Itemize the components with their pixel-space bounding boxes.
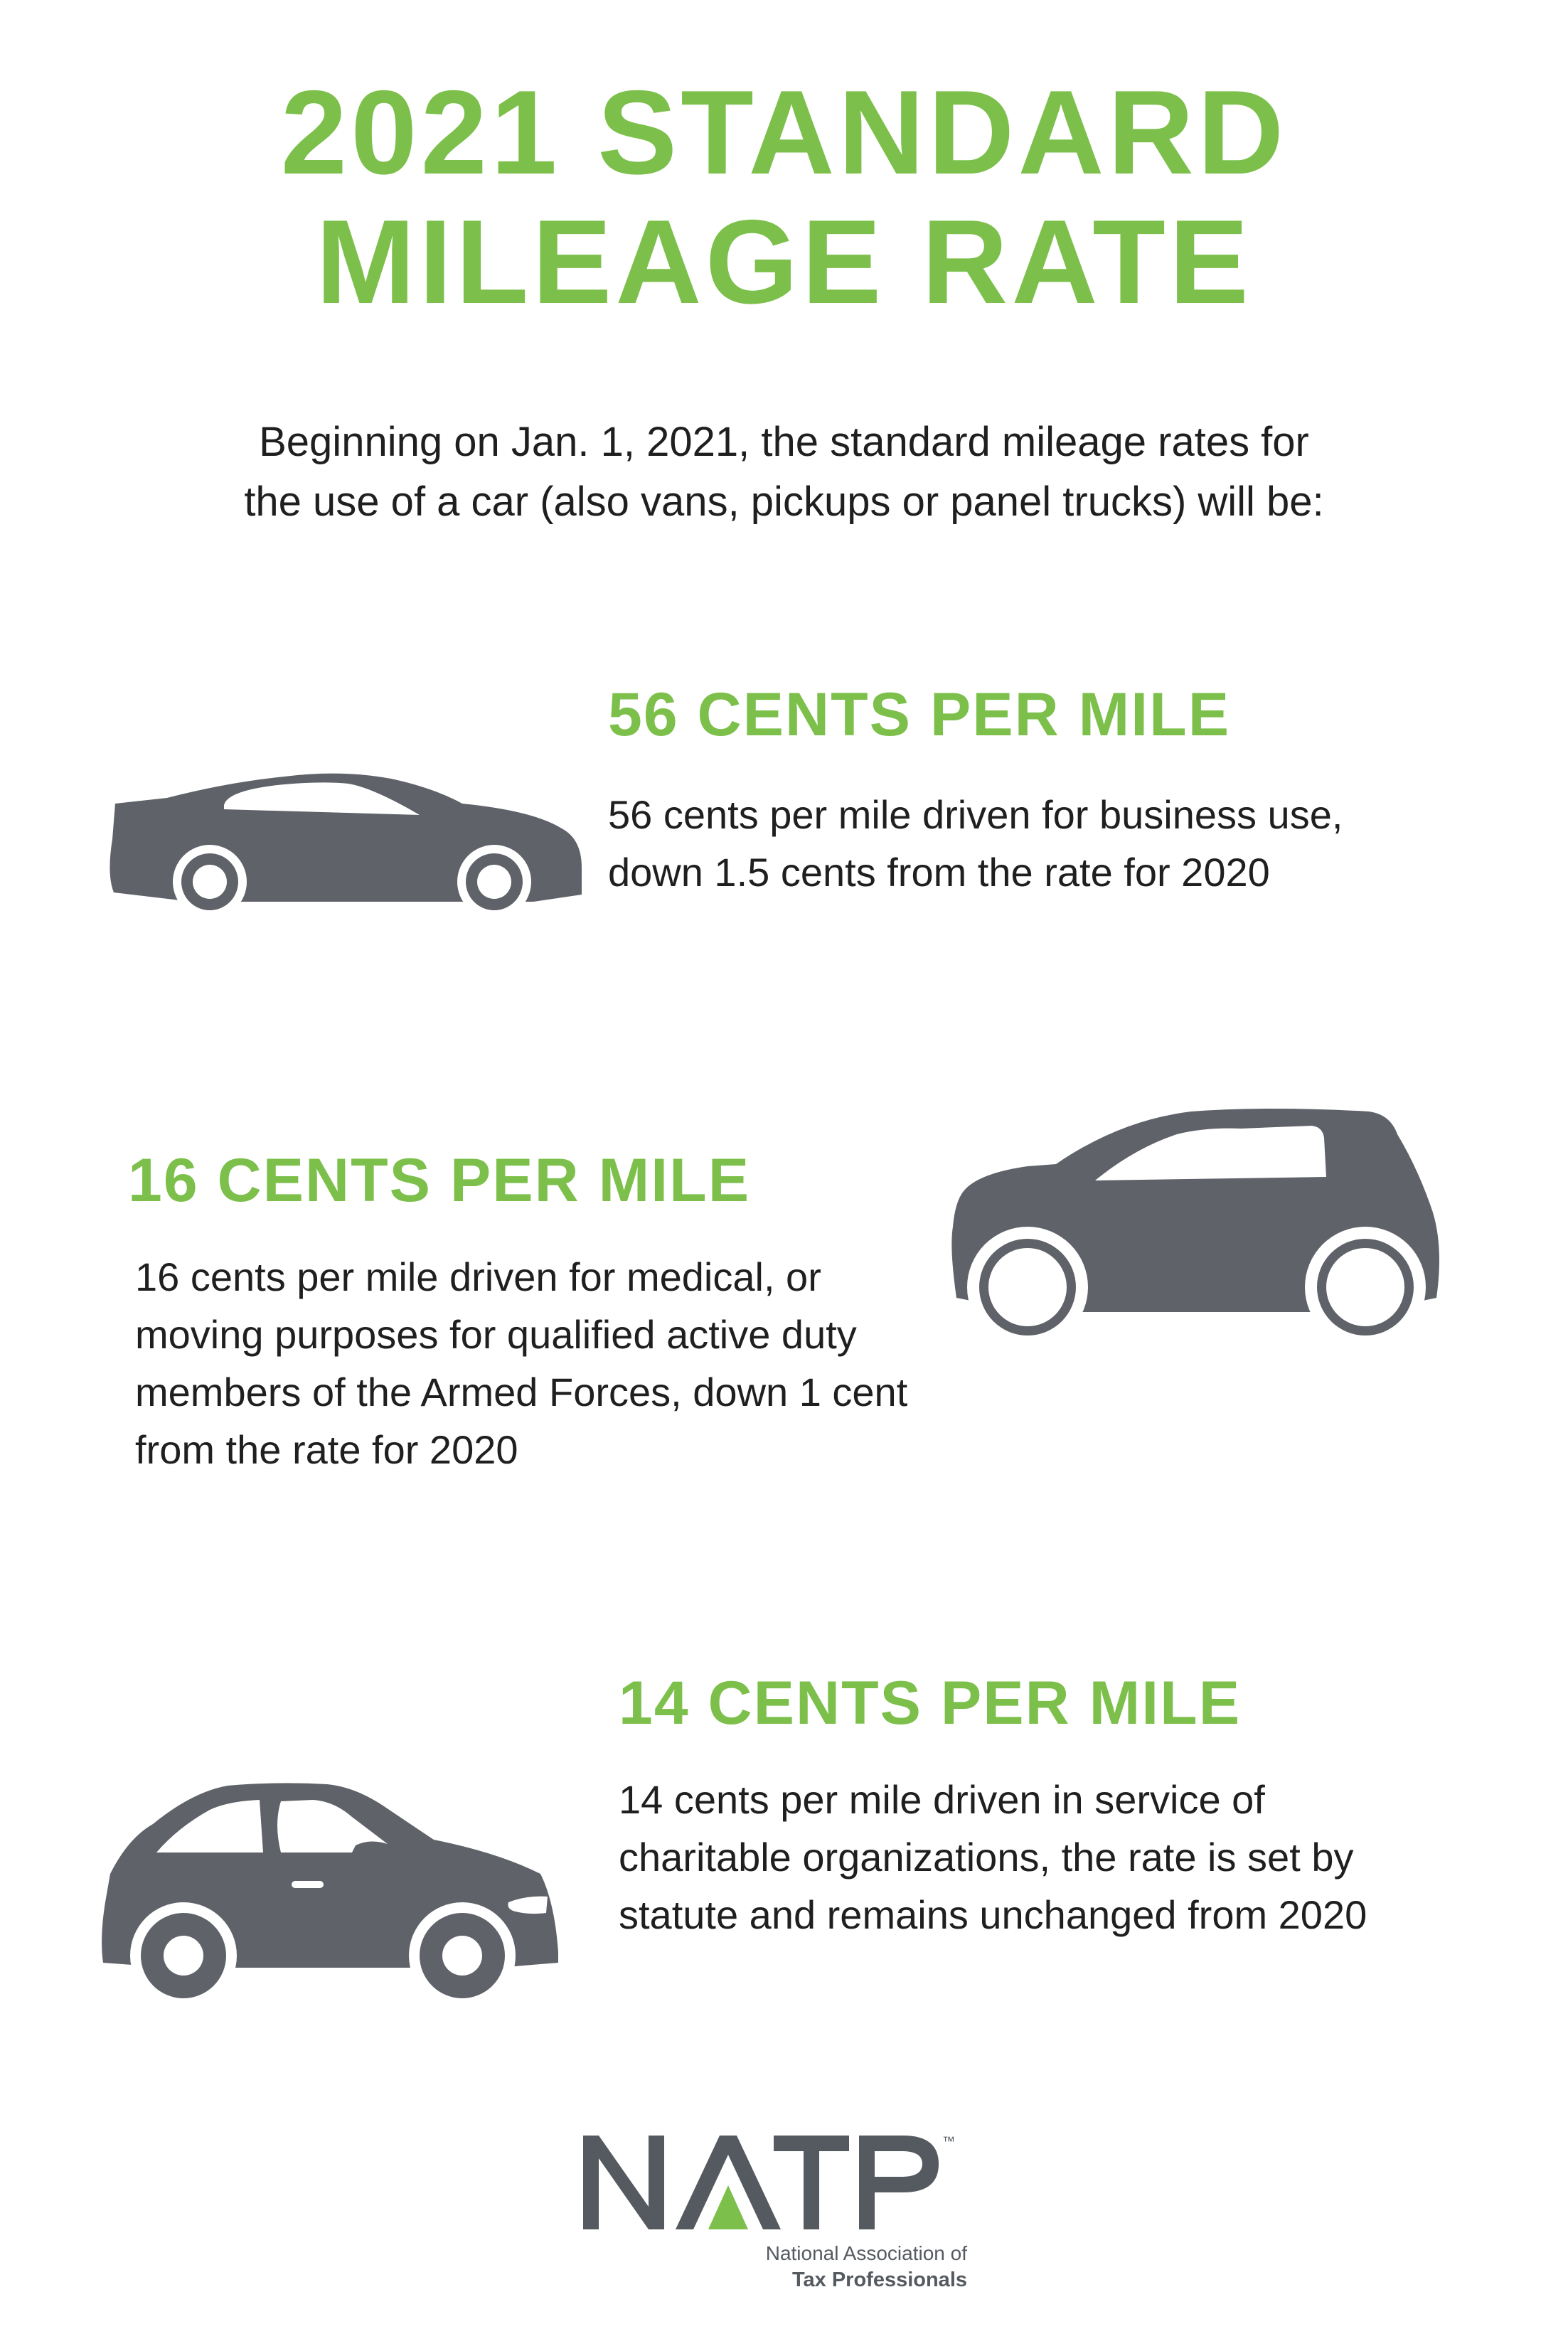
sedan-car-icon xyxy=(107,768,583,921)
title-line-2: MILEAGE RATE xyxy=(316,195,1252,329)
intro-line-2: the use of a car (also vans, pickups or … xyxy=(244,479,1324,525)
rate-description-line: charitable organizations, the rate is se… xyxy=(619,1835,1354,1880)
natp-wordmark-icon: ™ xyxy=(583,2134,955,2229)
title-line-1: 2021 STANDARD xyxy=(280,65,1288,199)
rate-description-line: 14 cents per mile driven in service of xyxy=(619,1777,1265,1822)
rate-description-line: statute and remains unchanged from 2020 xyxy=(619,1892,1367,1937)
rate-description-line: members of the Armed Forces, down 1 cent xyxy=(135,1370,908,1414)
rate-description-line: 16 cents per mile driven for medical, or xyxy=(135,1254,821,1299)
page-title: 2021 STANDARD MILEAGE RATE xyxy=(0,68,1568,326)
intro-line-1: Beginning on Jan. 1, 2021, the standard … xyxy=(259,419,1309,465)
rate-description-line: from the rate for 2020 xyxy=(135,1427,518,1472)
hatchback-car-icon xyxy=(949,1106,1447,1351)
rate-heading-business: 56 CENTS PER MILE xyxy=(608,681,1231,749)
rate-description-line: 56 cents per mile driven for business us… xyxy=(608,792,1343,837)
rate-description-line: moving purposes for qualified active dut… xyxy=(135,1312,857,1357)
rate-heading-medical: 16 CENTS PER MILE xyxy=(128,1146,751,1215)
rate-heading-charitable: 14 CENTS PER MILE xyxy=(619,1669,1242,1737)
natp-logo: ™ National Association of Tax Profession… xyxy=(569,2123,967,2308)
rate-description-medical: 16 cents per mile driven for medical, or… xyxy=(135,1248,907,1478)
logo-tagline-line-2: Tax Professionals xyxy=(791,2269,967,2291)
intro-text: Beginning on Jan. 1, 2021, the standard … xyxy=(0,412,1568,532)
rate-description-charitable: 14 cents per mile driven in service of c… xyxy=(619,1771,1367,1944)
trademark-mark: ™ xyxy=(942,2134,955,2148)
compact-car-icon xyxy=(100,1781,569,2009)
rate-description-business: 56 cents per mile driven for business us… xyxy=(608,786,1343,901)
logo-tagline-line-1: National Association of xyxy=(765,2242,967,2264)
rate-description-line: down 1.5 cents from the rate for 2020 xyxy=(608,850,1270,895)
